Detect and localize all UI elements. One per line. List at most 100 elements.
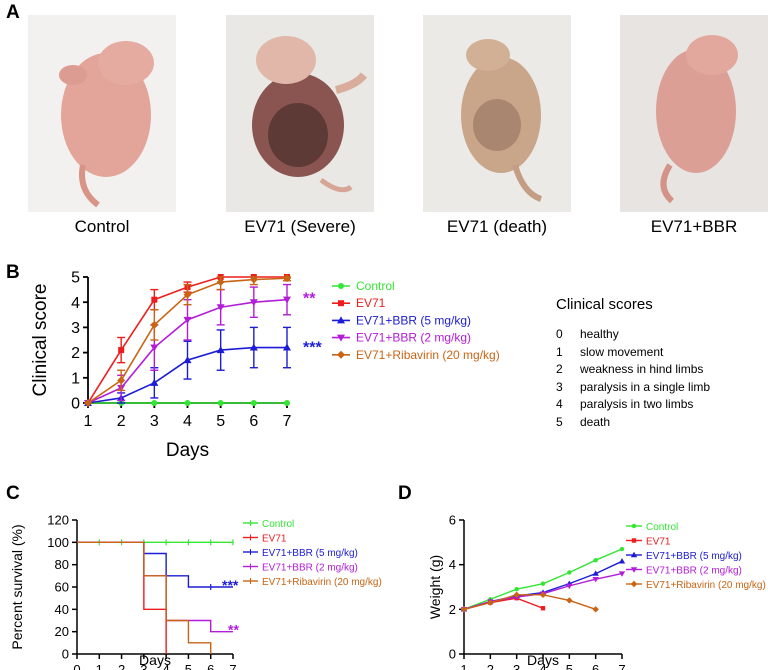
x-axis-label: Days <box>527 652 559 668</box>
y-tick-label: 5 <box>71 270 80 287</box>
clinical-score-number: 4 <box>556 397 563 411</box>
survival-chart: 0 20 40 60 80 100 120 0 1 2 3 4 5 6 7 Days Percent survi… <box>9 513 382 670</box>
legend-marker <box>630 551 638 558</box>
data-point <box>249 275 258 284</box>
legend-label: EV71+Ribavirin (20 mg/kg) <box>646 580 766 591</box>
legend-label: EV71+BBR (2 mg/kg) <box>646 566 742 577</box>
photo-ev71-death <box>423 15 571 212</box>
y-tick-label: 60 <box>55 580 69 595</box>
survival-step-line-2 <box>77 541 167 654</box>
y-tick-label: 3 <box>71 320 80 337</box>
legend-label: EV71 <box>356 296 386 310</box>
x-tick-label: 4 <box>539 662 546 670</box>
data-point <box>566 583 573 590</box>
clinical-score-text: death <box>580 414 611 429</box>
x-tick-label: 7 <box>618 662 625 670</box>
data-point <box>217 400 224 406</box>
data-point <box>216 278 225 287</box>
data-point <box>150 320 159 329</box>
data-point <box>183 356 192 364</box>
y-tick-label: 40 <box>55 602 69 617</box>
legend-marker <box>630 567 638 573</box>
data-point <box>151 296 158 303</box>
significance-annotation: *** <box>222 577 239 593</box>
data-point <box>618 571 626 577</box>
x-tick-label: 3 <box>150 413 159 430</box>
x-axis-label: Days <box>139 652 171 668</box>
panel-label-b: B <box>6 262 20 283</box>
clinical-score-text: weakness in hind limbs <box>580 362 704 376</box>
y-tick-label: 1 <box>71 370 80 387</box>
clinical-score-number: 0 <box>556 327 563 341</box>
clinical-score-item: 1 slow movement <box>556 344 710 362</box>
data-point <box>118 347 125 354</box>
data-point <box>592 570 599 576</box>
y-tick-label: 4 <box>449 557 456 572</box>
significance-annotation: ** <box>228 622 239 638</box>
clinical-score-item: 4 paralysis in two limbs <box>556 396 710 414</box>
photo-ev71-bbr <box>620 15 768 212</box>
x-tick-label: 7 <box>283 413 292 430</box>
y-tick-label: 120 <box>47 513 69 528</box>
data-point <box>592 576 599 583</box>
data-point <box>84 399 92 407</box>
legend-marker <box>338 300 344 307</box>
panel-label-a: A <box>6 2 20 23</box>
series-line-5 <box>463 594 596 611</box>
x-tick-label: 4 <box>183 413 192 430</box>
legend-label: EV71+Ribavirin (20 mg/kg) <box>356 348 500 362</box>
legend-marker <box>631 538 637 543</box>
y-tick-label: 80 <box>55 557 69 572</box>
clinical-score-text: slow movement <box>580 344 664 359</box>
photo-ev71-severe <box>226 15 374 212</box>
data-point <box>283 274 291 283</box>
panel-label-c: C <box>6 483 20 504</box>
y-tick-label: 2 <box>71 345 80 362</box>
data-point <box>619 546 625 552</box>
legend-label: EV71 <box>646 537 671 548</box>
legend-label: EV71+BBR (2 mg/kg) <box>262 563 358 574</box>
legend-marker <box>338 283 344 289</box>
x-tick-label: 2 <box>117 413 126 430</box>
x-tick-label: 0 <box>73 662 80 670</box>
x-tick-label: 1 <box>84 413 93 430</box>
y-tick-label: 0 <box>62 647 69 662</box>
x-tick-label: 3 <box>513 662 520 670</box>
x-tick-label: 1 <box>96 662 103 670</box>
data-point <box>513 591 520 599</box>
legend-marker <box>337 350 345 359</box>
y-axis-label: Percent survival (%) <box>9 524 25 649</box>
x-tick-label: 6 <box>207 662 214 670</box>
legend-label: EV71+BBR (2 mg/kg) <box>356 331 471 345</box>
x-tick-label: 7 <box>229 662 236 670</box>
clinical-score-number: 5 <box>556 414 563 429</box>
legend-marker <box>337 334 345 342</box>
data-point <box>592 606 599 613</box>
data-point <box>151 400 158 406</box>
x-tick-label: 5 <box>216 413 225 430</box>
data-point <box>283 343 291 351</box>
legend-marker <box>630 580 638 588</box>
data-point <box>249 299 258 307</box>
data-point <box>460 606 468 613</box>
legend-label: EV71+Ribavirin (20 mg/kg) <box>262 577 382 588</box>
clinical-scores-title: Clinical scores <box>556 296 653 313</box>
clinical-score-item: 5 death <box>556 414 710 432</box>
data-point <box>183 316 192 324</box>
y-tick-label: 0 <box>71 396 80 413</box>
data-point <box>567 570 572 575</box>
data-point <box>117 376 126 385</box>
legend-label: Control <box>646 522 678 533</box>
clinical-score-number: 1 <box>556 344 563 359</box>
data-point <box>216 346 225 354</box>
data-point <box>540 581 546 586</box>
data-point <box>514 587 519 592</box>
y-tick-label: 20 <box>55 624 69 639</box>
clinical-score-number: 3 <box>556 379 563 394</box>
data-point <box>539 591 547 599</box>
data-point <box>284 400 290 406</box>
survival-step-line-3 <box>77 541 233 588</box>
x-tick-label: 6 <box>592 662 599 670</box>
y-tick-label: 4 <box>71 295 80 312</box>
photo-label-ev71-death: EV71 (death) <box>446 217 548 236</box>
